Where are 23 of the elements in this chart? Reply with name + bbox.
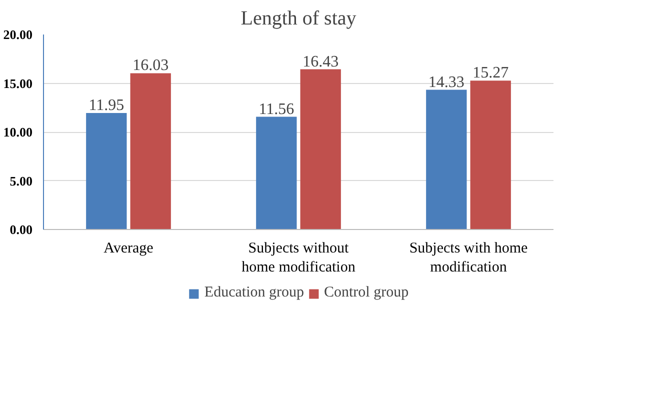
legend-label: Education group [204, 284, 304, 302]
x-tick-label: Subjects without home modification [242, 240, 356, 276]
data-label: 14.33 [428, 74, 464, 91]
data-label: 11.95 [88, 96, 124, 114]
x-tick-label: Average [104, 240, 154, 256]
bar [256, 116, 297, 230]
y-tick-label: 20.00 [3, 27, 32, 42]
bar [86, 112, 127, 230]
y-tick-label: 5.00 [10, 173, 32, 188]
data-label: 16.43 [302, 53, 339, 70]
y-tick-label: 0.00 [10, 222, 32, 237]
bar [300, 69, 341, 230]
data-label: 16.03 [132, 57, 169, 74]
bar [130, 73, 171, 230]
bar [470, 80, 511, 230]
y-tick-label: 10.00 [3, 124, 32, 140]
data-label: 15.27 [472, 64, 509, 82]
data-label: 11.56 [258, 100, 294, 118]
legend-label: Control group [324, 284, 409, 302]
x-tick-label: Subjects with home modification [409, 240, 528, 276]
chart-title: Length of stay [240, 8, 356, 30]
y-tick-label: 15.00 [3, 76, 32, 91]
bar [426, 90, 467, 230]
